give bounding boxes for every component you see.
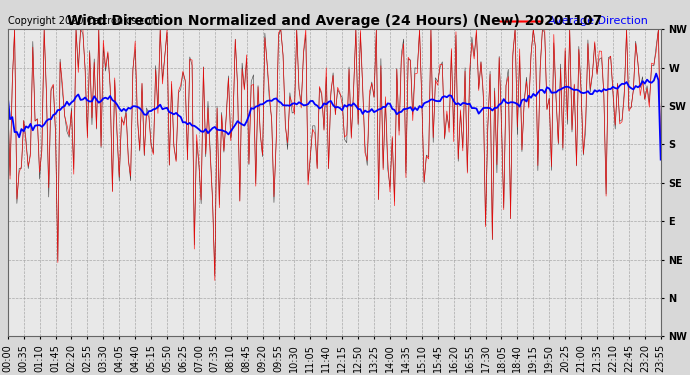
Text: Copyright 2020 Cartronics.com: Copyright 2020 Cartronics.com <box>8 16 160 26</box>
Title: Wind Direction Normalized and Average (24 Hours) (New) 20201107: Wind Direction Normalized and Average (2… <box>67 14 602 28</box>
Text: Average Direction: Average Direction <box>548 16 648 26</box>
